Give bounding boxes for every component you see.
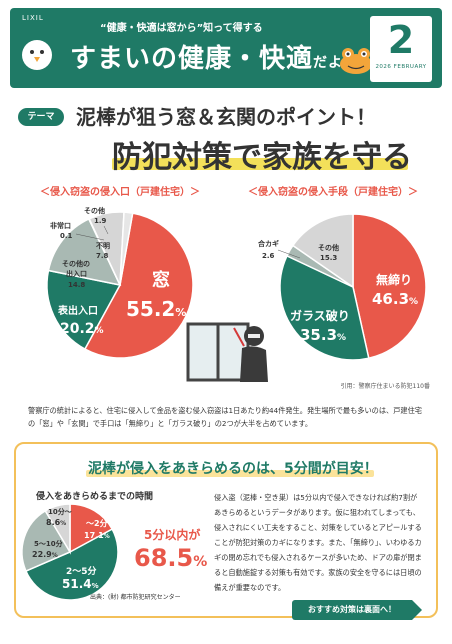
donut-slice-1 bbox=[24, 528, 119, 601]
pie-chart-entry-points: 窓 55.2% 表出入口 20.2% その他の 出入口 14.8 非常口 0.1… bbox=[46, 206, 194, 359]
bottom-title-underline bbox=[86, 470, 374, 477]
issue-box: 2 2026 FEBRUARY bbox=[370, 16, 432, 82]
pie2-slice-3 bbox=[291, 213, 354, 289]
pie1-label-window-name: 窓 bbox=[152, 269, 170, 291]
pie2-label-key-value: 2.6 bbox=[262, 252, 275, 260]
source-citation: 出典：(財) 都市防犯研究センター bbox=[90, 594, 181, 601]
issue-date: 2026 FEBRUARY bbox=[375, 64, 427, 70]
donut-label-s4-value: 8.6% bbox=[46, 518, 66, 527]
donut-label-s3-name: 5〜10分 bbox=[34, 539, 63, 548]
pie1-title: ＜侵入窃盗の侵入口（戸建住宅）＞ bbox=[40, 187, 200, 198]
pie1-label-other-name: その他 bbox=[84, 206, 105, 215]
brand-logo: LIXIL bbox=[22, 14, 44, 22]
pie1-label-other-entry-name2: 出入口 bbox=[66, 269, 87, 278]
pie1-leader-other bbox=[103, 225, 109, 235]
pie1-slice-1 bbox=[46, 269, 122, 351]
bottom-title: 泥棒が侵入をあきらめるのは、5分間が目安！ bbox=[88, 461, 378, 477]
pie2-leader-key bbox=[277, 249, 301, 259]
pie2-label-unlocked-name: 無締り bbox=[376, 272, 412, 287]
donut-slice-3 bbox=[44, 503, 71, 555]
pie1-label-other-entry-value: 14.8 bbox=[68, 281, 85, 289]
theme-badge: テーマ bbox=[18, 108, 64, 126]
donut-slice-0 bbox=[69, 503, 114, 554]
donut-label-s4-name: 10分〜 bbox=[48, 507, 72, 516]
bottom-body-text: 侵入盗（泥棒・空き巣）は5分以内で侵入できなければ約7割があきらめるというデータ… bbox=[214, 493, 422, 592]
pie1-leader-emergency bbox=[75, 233, 105, 241]
headline-main: 防犯対策で家族を守る bbox=[112, 140, 412, 175]
pie1-slice-5 bbox=[119, 211, 134, 286]
donut-label-s1-name: 〜2分 bbox=[86, 518, 108, 528]
header-banner: LIXIL “健康・快適は窓から”知って得する すまいの健康・快適だより 2 2… bbox=[10, 8, 442, 88]
pie1-label-unknown-value: 7.8 bbox=[96, 252, 109, 260]
pie1-slice-2 bbox=[47, 217, 122, 287]
pie2-slice-0 bbox=[352, 213, 427, 360]
headline-sub: 泥棒が狙う窓＆玄関のポイント！ bbox=[76, 105, 376, 129]
donut-label-s2-value: 51.4% bbox=[62, 577, 99, 591]
pie1-label-front-name: 表出入口 bbox=[57, 304, 98, 317]
pie1-label-other-value: 1.9 bbox=[94, 217, 107, 225]
pie1-label-emergency-value: 0.1 bbox=[60, 232, 73, 240]
bird-mascot-icon bbox=[22, 40, 52, 70]
pie2-label-other-name: その他 bbox=[318, 243, 339, 252]
headline-underline bbox=[112, 158, 408, 170]
pie-chart-entry-methods: 無締り 46.3% ガラス破り 35.3% 合カギ 2.6 その他 15.3 bbox=[257, 213, 427, 361]
donut-label-s2-name: 2〜5分 bbox=[66, 565, 97, 577]
pie2-slice-1 bbox=[279, 254, 370, 361]
frog-mascot-icon bbox=[340, 48, 372, 74]
issue-number: 2 bbox=[387, 18, 415, 62]
header-tagline: “健康・快適は窓から”知って得する bbox=[100, 23, 263, 34]
pie1-label-other-entry-name1: その他の bbox=[62, 259, 90, 268]
pie2-label-other-value: 15.3 bbox=[320, 254, 337, 262]
donut-title: 侵入をあきらめるまでの時間 bbox=[36, 492, 154, 502]
pie1-label-emergency-name: 非常口 bbox=[50, 221, 71, 230]
pie2-label-glass-value: 35.3% bbox=[300, 326, 346, 344]
donut-slice-2 bbox=[21, 509, 72, 573]
pie1-label-window-value: 55.2% bbox=[126, 297, 186, 321]
thief-window-illustration-icon bbox=[186, 322, 268, 382]
donut-label-s1-value: 17.1% bbox=[84, 531, 110, 540]
pie2-label-unlocked-value: 46.3% bbox=[372, 290, 418, 308]
donut-label-s3-value: 22.9% bbox=[32, 550, 58, 559]
pie2-label-glass-name: ガラス破り bbox=[290, 308, 350, 323]
intro-paragraph: 警察庁の統計によると、住宅に侵入して金品を盗む侵入窃盗は1日あたり約44件発生。… bbox=[28, 406, 422, 428]
pie1-slice-0 bbox=[83, 212, 194, 359]
pie2-title: ＜侵入窃盗の侵入手段（戸建住宅）＞ bbox=[248, 187, 418, 198]
highlight-lead: 5分以内が bbox=[144, 528, 201, 542]
citation-police: 引用：警察庁住まいる防犯110番 bbox=[340, 383, 430, 390]
pie2-label-key-name: 合カギ bbox=[257, 239, 279, 248]
cta-arrow-icon bbox=[412, 600, 422, 620]
pie1-label-front-value: 20.2% bbox=[60, 321, 104, 337]
pie1-label-unknown-name: 不明 bbox=[96, 241, 110, 250]
highlight-percentage: 68.5% bbox=[134, 544, 208, 572]
cta-see-back-button[interactable]: おすすめ対策は裏面へ！ bbox=[292, 600, 412, 620]
title-main: すまいの健康・快適 bbox=[70, 44, 314, 74]
